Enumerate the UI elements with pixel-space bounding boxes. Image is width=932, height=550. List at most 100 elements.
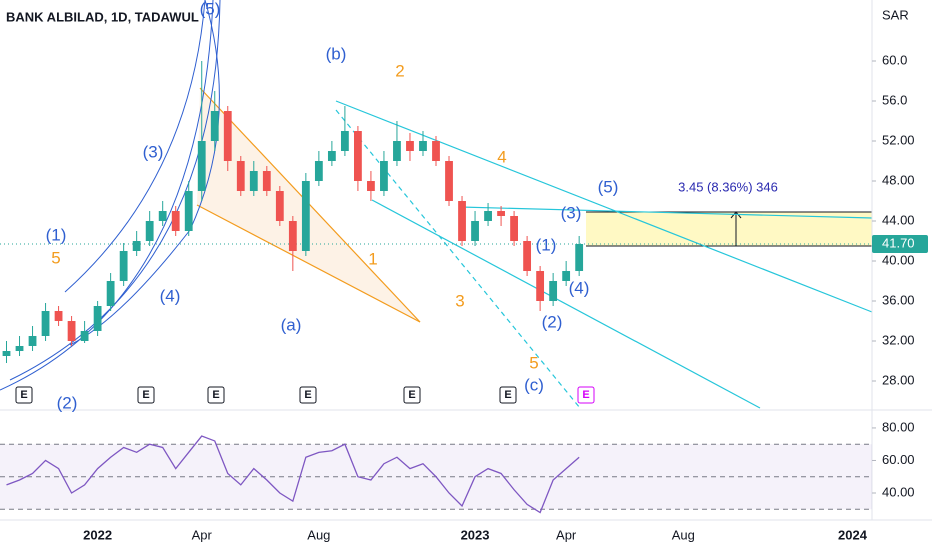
y-tick-label: 52.00 bbox=[882, 132, 915, 147]
last-price-label: 41.70 bbox=[882, 235, 915, 250]
candle-body bbox=[15, 346, 24, 351]
candle-body bbox=[327, 151, 336, 161]
candle-body bbox=[275, 191, 284, 221]
candle-body bbox=[562, 271, 571, 281]
earnings-marker: E bbox=[20, 389, 27, 401]
wave-label: (4) bbox=[569, 278, 590, 297]
arc bbox=[64, 0, 220, 346]
x-tick-label: 2023 bbox=[461, 527, 490, 542]
y-tick-label: 44.00 bbox=[882, 212, 915, 227]
wave-label: (2) bbox=[542, 312, 563, 331]
x-tick-label: Aug bbox=[307, 527, 330, 542]
candle-body bbox=[54, 311, 63, 321]
x-tick-label: 2022 bbox=[83, 527, 112, 542]
x-tick-label: Aug bbox=[672, 527, 695, 542]
y-tick-label: 36.00 bbox=[882, 292, 915, 307]
candle-body bbox=[145, 221, 154, 241]
candle-body bbox=[171, 211, 180, 231]
candle-body bbox=[380, 161, 388, 191]
y-tick-label: 48.00 bbox=[882, 172, 915, 187]
candle-body bbox=[262, 171, 271, 191]
earnings-box bbox=[15, 386, 33, 404]
wave-label: 3 bbox=[455, 291, 464, 310]
candle-body bbox=[288, 221, 297, 251]
y-tick-label: 32.00 bbox=[882, 332, 915, 347]
earnings-box bbox=[403, 386, 421, 404]
x-tick-label: Apr bbox=[192, 527, 213, 542]
wave-label: (3) bbox=[143, 142, 164, 161]
candle-body bbox=[340, 131, 349, 151]
wave-label: (3) bbox=[561, 203, 582, 222]
earnings-marker: E bbox=[408, 389, 415, 401]
candle-body bbox=[301, 181, 310, 251]
trendline bbox=[459, 206, 873, 219]
candle-body bbox=[236, 161, 245, 191]
y-tick-label: 28.00 bbox=[882, 372, 915, 387]
rsi-line bbox=[6, 435, 580, 514]
wave-label: (4) bbox=[160, 286, 181, 305]
wave-label: (1) bbox=[46, 225, 67, 244]
wave-label: (a) bbox=[281, 315, 302, 334]
wave-label: (2) bbox=[57, 393, 78, 412]
wave-label: 2 bbox=[395, 61, 404, 80]
candle-body bbox=[2, 351, 11, 356]
trendline bbox=[335, 100, 873, 313]
candle-body bbox=[367, 181, 375, 191]
candle-body bbox=[432, 141, 440, 161]
wave-label: (5) bbox=[200, 0, 221, 18]
x-tick-label: Apr bbox=[556, 527, 577, 542]
wave-label: (1) bbox=[536, 235, 557, 254]
x-tick-label: 2024 bbox=[838, 527, 868, 542]
candle-body bbox=[497, 211, 505, 216]
trendline bbox=[371, 199, 761, 409]
wave-label: (5) bbox=[598, 177, 619, 196]
candle-body bbox=[67, 321, 76, 341]
candle-body bbox=[210, 111, 219, 141]
candle-body bbox=[549, 281, 558, 301]
measure-label: 3.45 (8.36%) 346 bbox=[678, 179, 778, 194]
y-tick-label: 80.00 bbox=[882, 419, 915, 434]
candle-body bbox=[184, 191, 193, 231]
chart-title: BANK ALBILAD, 1D, TADAWUL bbox=[6, 9, 199, 24]
candle-body bbox=[406, 141, 414, 151]
candle-body bbox=[93, 306, 102, 331]
earnings-box bbox=[299, 386, 317, 404]
candle-body bbox=[354, 131, 362, 181]
candle-body bbox=[197, 141, 206, 191]
last-price-tag bbox=[872, 235, 928, 253]
y-tick-label: 60.0 bbox=[882, 52, 907, 67]
y-tick-label: 60.00 bbox=[882, 452, 915, 467]
y-tick-label: 40.00 bbox=[882, 252, 915, 267]
earnings-box bbox=[577, 386, 595, 404]
candle-body bbox=[445, 161, 453, 201]
candle-body bbox=[223, 111, 232, 161]
y-tick-label: 40.00 bbox=[882, 484, 915, 499]
wave-label: 5 bbox=[529, 353, 538, 372]
wave-label: (b) bbox=[326, 44, 347, 63]
candle-body bbox=[575, 244, 584, 271]
candle-body bbox=[393, 141, 401, 161]
wave-label: 1 bbox=[368, 249, 377, 268]
wedge-line bbox=[199, 87, 421, 323]
candle-body bbox=[471, 221, 479, 241]
candle-body bbox=[132, 241, 141, 251]
candle-body bbox=[249, 171, 258, 191]
wave-label: 4 bbox=[497, 147, 506, 166]
candle-body bbox=[484, 211, 492, 221]
earnings-box bbox=[207, 386, 225, 404]
candle-body bbox=[314, 161, 323, 181]
candle-body bbox=[106, 281, 115, 306]
earnings-box bbox=[499, 386, 517, 404]
candle-body bbox=[41, 311, 50, 336]
y-tick-label: 56.0 bbox=[882, 92, 907, 107]
arc bbox=[9, 0, 221, 381]
wave-label: (c) bbox=[524, 375, 544, 394]
candle-body bbox=[419, 141, 427, 151]
earnings-marker: E bbox=[504, 389, 511, 401]
earnings-box bbox=[137, 386, 155, 404]
earnings-marker: E bbox=[304, 389, 311, 401]
candle-body bbox=[28, 336, 37, 346]
earnings-marker: E bbox=[582, 389, 589, 401]
candle-body bbox=[523, 241, 532, 271]
